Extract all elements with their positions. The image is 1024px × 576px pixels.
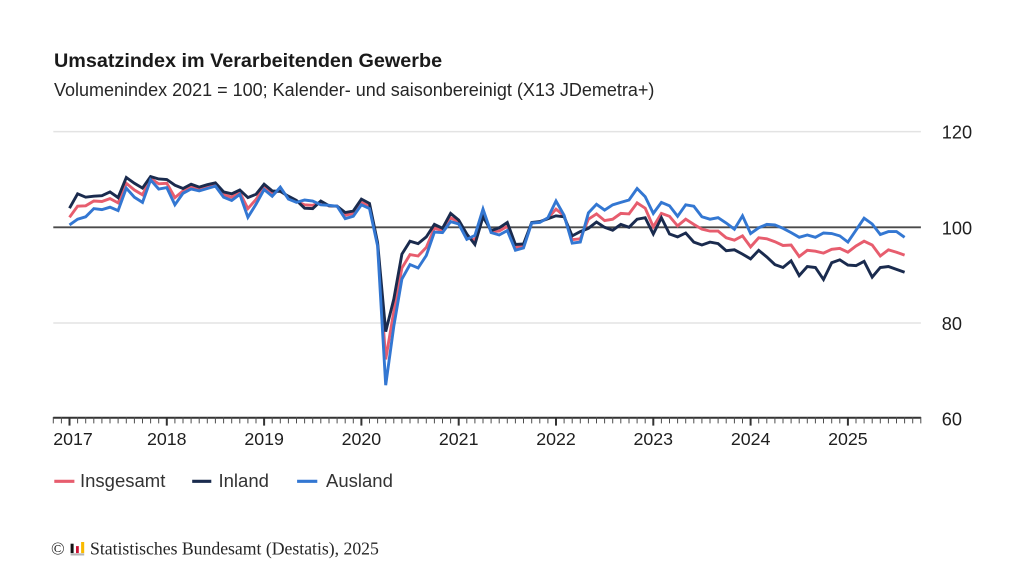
svg-text:2022: 2022 (536, 429, 576, 449)
svg-text:60: 60 (942, 410, 962, 430)
svg-text:Inland: Inland (219, 470, 269, 491)
svg-text:2024: 2024 (731, 429, 771, 449)
svg-text:100: 100 (942, 218, 972, 238)
svg-text:Statistisches Bundesamt (Desta: Statistisches Bundesamt (Destatis), 2025 (90, 538, 379, 558)
svg-text:Volumenindex 2021 = 100; Kalen: Volumenindex 2021 = 100; Kalender- und s… (54, 80, 654, 100)
svg-text:2018: 2018 (147, 429, 187, 449)
svg-text:2025: 2025 (828, 429, 868, 449)
svg-text:2023: 2023 (634, 429, 674, 449)
svg-text:80: 80 (942, 314, 962, 334)
svg-text:Insgesamt: Insgesamt (80, 470, 165, 491)
svg-text:Umsatzindex im Verarbeitenden: Umsatzindex im Verarbeitenden Gewerbe (54, 50, 442, 72)
svg-text:2020: 2020 (342, 429, 382, 449)
svg-text:Ausland: Ausland (326, 470, 393, 491)
svg-text:©: © (51, 538, 65, 558)
svg-text:120: 120 (942, 123, 972, 143)
svg-text:2019: 2019 (244, 429, 284, 449)
svg-text:2021: 2021 (439, 429, 479, 449)
svg-text:2017: 2017 (53, 429, 93, 449)
